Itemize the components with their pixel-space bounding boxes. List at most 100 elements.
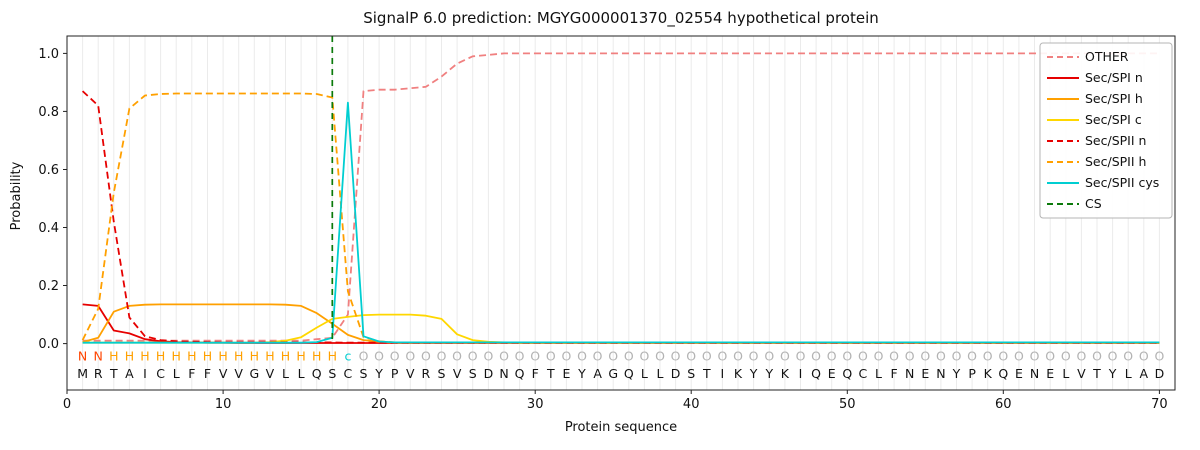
sequence-letter: F — [532, 366, 539, 381]
sequence-letter: N — [905, 366, 914, 381]
region-letter: H — [171, 349, 180, 364]
region-letter: O — [608, 349, 618, 364]
sequence-letter: M — [77, 366, 88, 381]
region-letter: O — [858, 349, 868, 364]
region-letter: N — [78, 349, 87, 364]
sequence-letter: A — [1140, 366, 1149, 381]
region-letter: O — [546, 349, 556, 364]
region-letter: O — [437, 349, 447, 364]
series-sec-spi-n-line — [82, 303, 1160, 344]
region-letter: O — [452, 349, 462, 364]
sequence-letter: D — [671, 366, 681, 381]
y-tick-label: 0.0 — [38, 337, 59, 352]
sequence-letter: P — [968, 366, 976, 381]
y-tick-label: 0.2 — [38, 279, 59, 294]
x-tick-label: 20 — [371, 397, 388, 412]
region-letter: H — [203, 349, 212, 364]
sequence-letter: L — [298, 366, 305, 381]
plot-frame — [66, 35, 1176, 391]
series-other-line — [82, 52, 1160, 342]
sequence-letter: G — [249, 366, 259, 381]
region-letter: H — [109, 349, 118, 364]
sequence-letter: T — [109, 366, 118, 381]
sequence-letter: L — [282, 366, 289, 381]
region-letter: O — [842, 349, 852, 364]
region-letter: O — [983, 349, 993, 364]
y-tick-label: 0.4 — [38, 221, 59, 236]
sequence-letter: Q — [998, 366, 1008, 381]
sequence-letter: K — [734, 366, 743, 381]
region-letter: O — [593, 349, 603, 364]
region-letter: O — [1092, 349, 1102, 364]
sequence-letter: S — [328, 366, 336, 381]
x-axis-label: Protein sequence — [564, 420, 678, 435]
sequence-letter: F — [890, 366, 897, 381]
x-tick-label: 30 — [527, 397, 544, 412]
sequence-letter: S — [687, 366, 695, 381]
sequence-letter: E — [921, 366, 929, 381]
sequence-letter: E — [828, 366, 836, 381]
y-axis-label: Probability — [9, 161, 24, 231]
legend-label-sec-spi-c: Sec/SPI c — [1085, 112, 1142, 127]
sequence-letter: S — [469, 366, 477, 381]
sequence-letter: V — [453, 366, 462, 381]
region-letter: O — [717, 349, 727, 364]
sequence-letter: T — [1092, 366, 1101, 381]
sequence-letter: C — [859, 366, 868, 381]
gridlines — [82, 36, 1160, 390]
region-letter: O — [749, 349, 759, 364]
region-letter: O — [671, 349, 681, 364]
region-letter: O — [780, 349, 790, 364]
region-letter: H — [218, 349, 227, 364]
sequence-letter: V — [234, 366, 243, 381]
region-letter: O — [733, 349, 743, 364]
sequence-letter: F — [188, 366, 195, 381]
sequence-letter: A — [593, 366, 602, 381]
sequence-letter: Y — [577, 366, 586, 381]
sequence-letter: I — [799, 366, 803, 381]
sequence-letter: T — [546, 366, 555, 381]
y-tick-label: 0.8 — [38, 105, 59, 120]
legend-box — [1039, 42, 1173, 219]
region-letter: O — [1045, 349, 1055, 364]
sequence-letter: L — [1062, 366, 1069, 381]
region-letter: H — [328, 349, 337, 364]
chart-title: SignalP 6.0 prediction: MGYG000001370_02… — [363, 9, 879, 27]
sequence-letter: T — [702, 366, 711, 381]
region-letter: O — [1030, 349, 1040, 364]
sequence-letter: I — [143, 366, 147, 381]
sequence-letter: Q — [842, 366, 852, 381]
sequence-letter: A — [125, 366, 134, 381]
region-letter: H — [296, 349, 305, 364]
series-sec-spi-c-line — [82, 313, 1160, 344]
region-letter: O — [1139, 349, 1149, 364]
sequence-letter: Y — [374, 366, 383, 381]
x-tick-label: 70 — [1151, 397, 1168, 412]
legend-label-sec-spi-h: Sec/SPI h — [1085, 91, 1143, 106]
legend-label-sec-spii-n: Sec/SPII n — [1085, 133, 1146, 148]
region-letter: O — [468, 349, 478, 364]
sequence-letter: Q — [624, 366, 634, 381]
sequence-letter: C — [344, 366, 353, 381]
region-letter: O — [561, 349, 571, 364]
series-sec-spi-h-line — [82, 303, 1160, 344]
region-letter: H — [187, 349, 196, 364]
region-letter: O — [827, 349, 837, 364]
region-letter: O — [905, 349, 915, 364]
x-tick-label: 50 — [839, 397, 856, 412]
sequence-letter: V — [406, 366, 415, 381]
sequence-letter: G — [608, 366, 618, 381]
region-letter: O — [359, 349, 369, 364]
sequence-letter: K — [781, 366, 790, 381]
region-letter: H — [156, 349, 165, 364]
region-letter: H — [250, 349, 259, 364]
sequence-letter: N — [499, 366, 508, 381]
sequence-letter: D — [1155, 366, 1165, 381]
x-tick-label: 40 — [683, 397, 700, 412]
sequence-letter: D — [484, 366, 494, 381]
region-letter: O — [952, 349, 962, 364]
sequence-letter: Q — [515, 366, 525, 381]
sequence-letter: L — [875, 366, 882, 381]
region-letter: N — [94, 349, 103, 364]
